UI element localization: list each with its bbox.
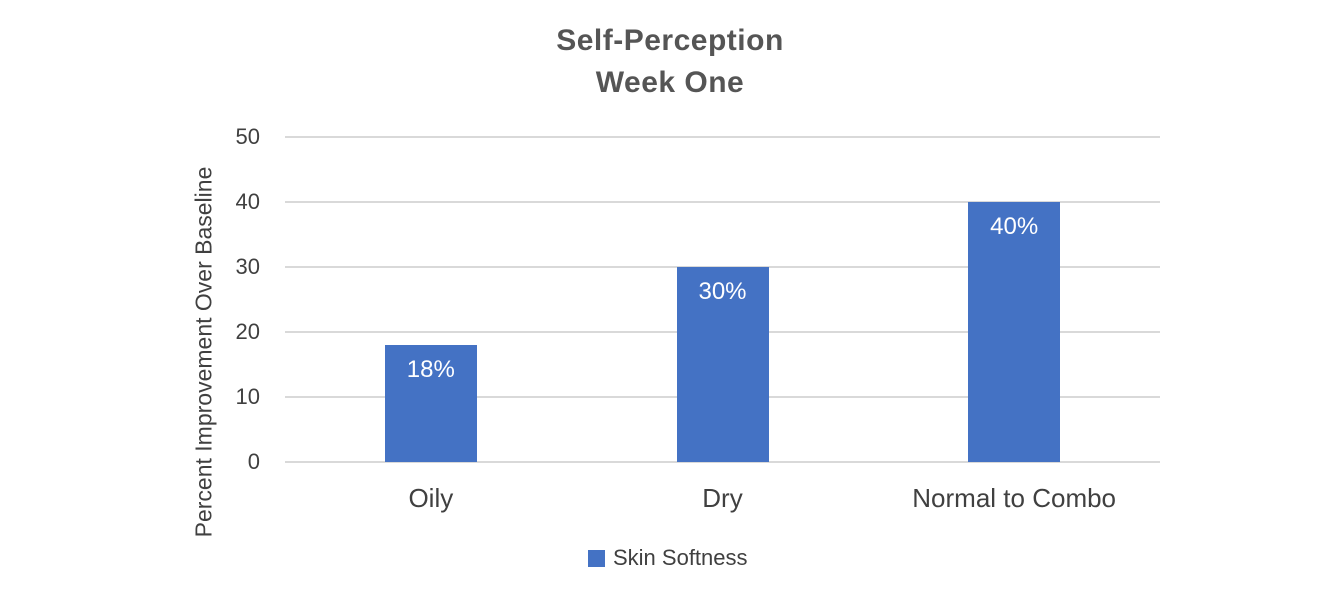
y-tick-label: 10: [235, 384, 260, 409]
bar: [384, 345, 477, 462]
chart-title-line-2: Week One: [595, 66, 745, 99]
bar-data-label: 40%: [990, 213, 1039, 240]
chart-title: Self-Perception Week One: [0, 20, 1340, 104]
legend-color-swatch: [588, 549, 605, 567]
gridline: [285, 201, 1160, 203]
legend: Skin Softness: [588, 547, 748, 569]
y-tick-label: 30: [235, 254, 260, 279]
bar: [968, 202, 1061, 462]
y-tick-label: 20: [235, 319, 260, 344]
bar-data-label: 30%: [698, 278, 747, 305]
y-tick-label: 40: [235, 189, 260, 214]
y-tick-label: 50: [235, 124, 260, 149]
gridline: [285, 461, 1160, 463]
bar-data-label: 18%: [406, 356, 455, 383]
y-tick-label: 0: [247, 449, 260, 474]
x-category-label: Oily: [408, 483, 454, 513]
bar: [676, 267, 769, 462]
x-category-label: Normal to Combo: [912, 483, 1117, 513]
chart-title-line-1: Self-Perception: [556, 24, 784, 57]
gridline: [285, 136, 1160, 138]
x-category-label: Dry: [702, 483, 743, 513]
legend-label: Skin Softness: [613, 545, 748, 570]
